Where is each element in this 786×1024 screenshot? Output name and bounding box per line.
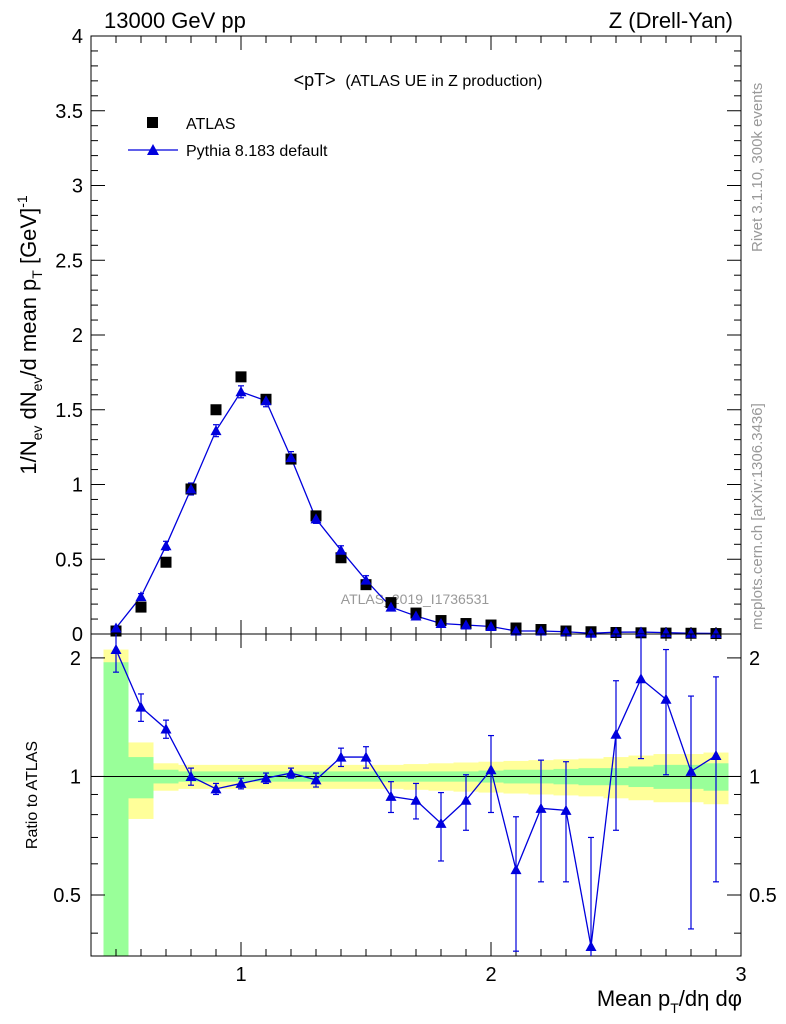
pythia-point [685, 627, 697, 638]
analysis-watermark: ATLAS_2019_I1736531 [341, 591, 490, 607]
ratio-point [160, 723, 172, 734]
ratio-point [335, 751, 347, 762]
ratio-ytick-label-right: 1 [749, 766, 760, 788]
pythia-point [210, 425, 222, 436]
ratio-point [210, 783, 222, 794]
header-right: Z (Drell-Yan) [609, 8, 733, 33]
pythia-point [585, 627, 597, 638]
main-ytick-label: 3.5 [55, 101, 83, 123]
pythia-point [135, 591, 147, 602]
ratio-point [660, 693, 672, 704]
ratio-point [135, 701, 147, 712]
ratio-panel: 0.5 0.5 1 1 2 2 1 2 3 Ratio to ATLAS Mean pT/dη … [24, 633, 777, 1016]
atlas-point [335, 552, 347, 564]
ratio-point [585, 940, 597, 951]
pythia-point [460, 619, 472, 630]
ratio-point [435, 817, 447, 828]
ratio-point [285, 767, 297, 778]
ratio-point [710, 750, 722, 761]
main-ytick-label: 1.5 [55, 400, 83, 422]
legend: ATLAS Pythia 8.183 default [128, 116, 328, 160]
ratio-point [110, 644, 122, 655]
main-ylabel: 1/Nev dNev/d mean pT [GeV]-1 [14, 195, 45, 475]
ratio-point [385, 790, 397, 801]
ratio-point [685, 765, 697, 776]
header-left: 13000 GeV pp [104, 8, 246, 33]
main-ytick-label: 4 [72, 26, 83, 48]
mcplots-label: mcplots.cern.ch [arXiv:1306.3436] [749, 403, 766, 630]
ratio-point [260, 772, 272, 783]
pythia-point [485, 621, 497, 632]
legend-atlas-marker [147, 117, 158, 128]
plot-title-main: <pT> [294, 70, 336, 90]
pythia-point [185, 483, 197, 494]
stat-uncertainty-band [103, 662, 129, 956]
ratio-point [235, 777, 247, 788]
pythia-point [335, 544, 347, 555]
main-ytick-label: 0 [72, 624, 83, 646]
atlas-point [210, 404, 222, 416]
ratio-point [635, 673, 647, 684]
pythia-point [710, 627, 722, 638]
ratio-ytick-label: 1 [70, 766, 81, 788]
svg-text:<pT> (ATLAS UE in Z pr: <pT> (ATLAS UE in Z production) [294, 70, 543, 90]
pythia-point [285, 452, 297, 463]
plot-title-detail: (ATLAS UE in Z production) [345, 73, 542, 90]
ratio-xtick-label: 1 [235, 964, 246, 986]
main-ytick-label: 0.5 [55, 549, 83, 571]
legend-atlas-label: ATLAS [186, 116, 236, 133]
main-panel: 0 0.5 1 1.5 2 2.5 3 3.5 4 ATLAS_2019_I1736531 <p… [14, 26, 742, 646]
ratio-ylabel: Ratio to ATLAS [24, 741, 41, 849]
atlas-point [135, 601, 147, 613]
stat-uncertainty-band [128, 757, 154, 799]
pythia-point [160, 540, 172, 551]
ratio-point [535, 802, 547, 813]
ratio-ytick-label-right: 0.5 [749, 885, 777, 907]
ratio-point [460, 794, 472, 805]
main-ytick-label: 3 [72, 176, 83, 198]
ratio-xtick-label: 3 [735, 964, 746, 986]
pythia-point [510, 625, 522, 636]
pythia-point [660, 627, 672, 638]
main-ytick-label: 2 [72, 325, 83, 347]
pythia-point [385, 601, 397, 612]
ratio-point [410, 794, 422, 805]
pythia-point [235, 386, 247, 397]
legend-pythia-marker [147, 144, 159, 155]
ratio-xlabel: Mean pT/dη dφ [597, 986, 742, 1016]
main-ytick-label: 2.5 [55, 250, 83, 272]
ratio-point [560, 804, 572, 815]
atlas-point [235, 371, 247, 383]
ratio-point [610, 728, 622, 739]
pythia-point [110, 622, 122, 633]
pythia-point [260, 395, 272, 406]
ratio-point [510, 864, 522, 875]
pythia-point [410, 610, 422, 621]
atlas-point [160, 556, 172, 568]
ratio-xtick-label: 2 [485, 964, 496, 986]
ratio-ytick-label-right: 2 [749, 648, 760, 670]
pythia-point [360, 574, 372, 585]
pythia-point [435, 618, 447, 629]
ratio-point [310, 774, 322, 785]
pythia-point [535, 625, 547, 636]
ratio-ytick-label: 2 [70, 648, 81, 670]
legend-pythia-label: Pythia 8.183 default [186, 143, 328, 160]
main-ytick-label: 1 [72, 475, 83, 497]
rivet-label: Rivet 3.1.10, 300k events [749, 83, 766, 252]
plot-title: <pT> (ATLAS UE in Z production) [294, 70, 543, 90]
ratio-point [485, 764, 497, 775]
ratio-point [185, 770, 197, 781]
ratio-ytick-label: 0.5 [53, 885, 81, 907]
pythia-point [310, 513, 322, 524]
ratio-point [360, 751, 372, 762]
